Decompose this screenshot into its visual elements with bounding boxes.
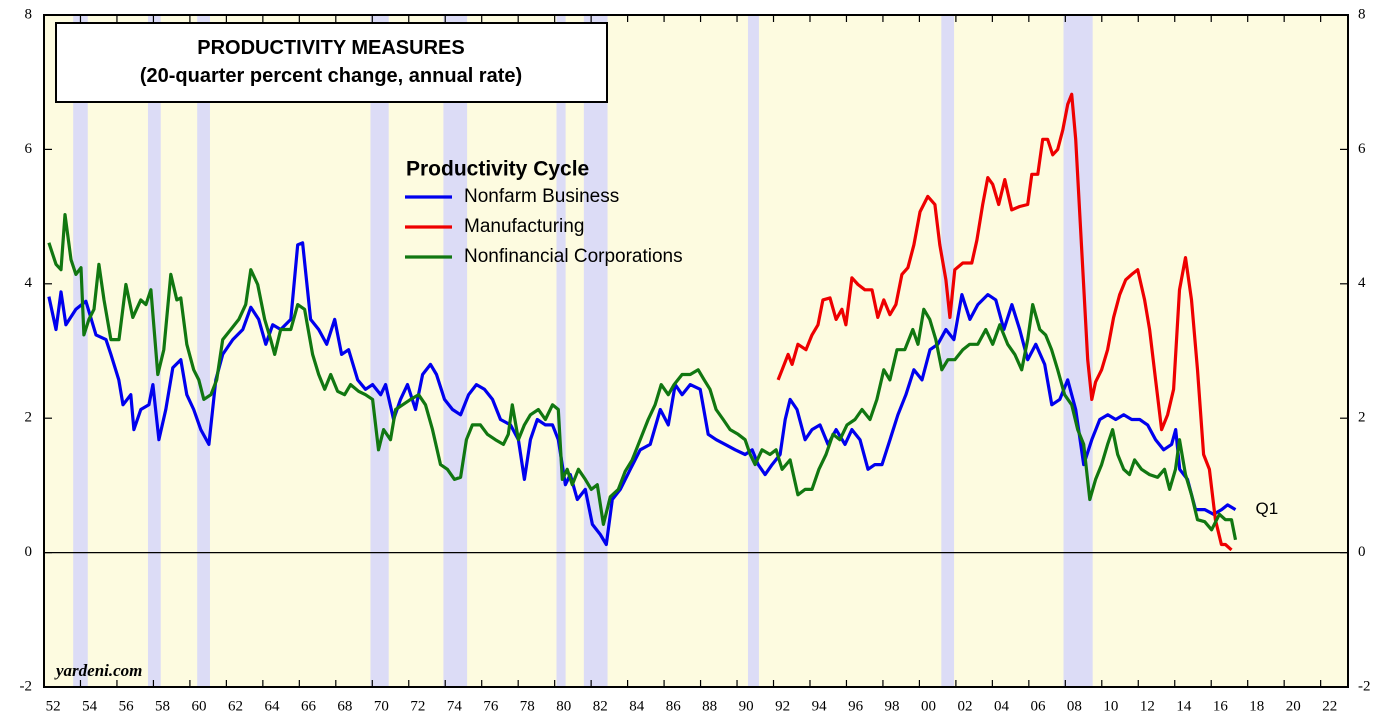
x-tick-label: 06 bbox=[1030, 698, 1046, 714]
x-tick-label: 02 bbox=[958, 698, 973, 714]
x-tick-label: 74 bbox=[447, 698, 463, 714]
chart-subtitle: (20-quarter percent change, annual rate) bbox=[140, 65, 522, 87]
x-tick-label: 66 bbox=[301, 698, 317, 714]
x-tick-label: 86 bbox=[666, 698, 682, 714]
x-tick-label: 58 bbox=[155, 698, 170, 714]
x-tick-label: 00 bbox=[921, 698, 936, 714]
y-tick-label: -2 bbox=[20, 678, 33, 694]
x-tick-label: 68 bbox=[337, 698, 352, 714]
recession-band bbox=[73, 15, 88, 687]
annotation: Q1 bbox=[1255, 499, 1278, 518]
y-tick-label: 6 bbox=[25, 141, 33, 157]
x-tick-label: 98 bbox=[885, 698, 900, 714]
legend: Nonfarm Business Manufacturing Nonfinancia… bbox=[405, 186, 683, 267]
x-tick-label: 20 bbox=[1286, 698, 1301, 714]
x-tick-label: 92 bbox=[775, 698, 790, 714]
x-tick-label: 56 bbox=[119, 698, 135, 714]
x-tick-label: 08 bbox=[1067, 698, 1082, 714]
plot-frame bbox=[43, 14, 1349, 688]
y2-tick-label: 8 bbox=[1358, 6, 1366, 22]
x-tick-label: 62 bbox=[228, 698, 243, 714]
x-tick-label: 80 bbox=[556, 698, 571, 714]
source: yardeni.com bbox=[54, 661, 142, 680]
recession-band bbox=[556, 15, 566, 687]
x-tick-label: 22 bbox=[1322, 698, 1337, 714]
x-tick-label: 76 bbox=[483, 698, 499, 714]
x-tick-label: 12 bbox=[1140, 698, 1155, 714]
x-tick-label: 60 bbox=[192, 698, 207, 714]
axes: 52 54 56 58 60 62 64 66 68 70 72 74 76 78 80 82 84 86 88 90… bbox=[20, 6, 1371, 714]
y2-tick-label: -2 bbox=[1358, 678, 1371, 694]
series-line bbox=[776, 92, 1233, 552]
y2-tick-label: 2 bbox=[1358, 410, 1366, 426]
x-tick-label: 18 bbox=[1249, 698, 1264, 714]
y-tick-label: 4 bbox=[25, 275, 33, 291]
legend-title: Productivity Cycle bbox=[406, 158, 589, 181]
recession-band bbox=[443, 15, 468, 687]
x-tick-label: 88 bbox=[702, 698, 717, 714]
series-lines bbox=[47, 92, 1238, 552]
x-tick-label: 90 bbox=[739, 698, 754, 714]
y-tick-label: 0 bbox=[25, 544, 33, 560]
x-tick-label: 04 bbox=[994, 698, 1010, 714]
series-line bbox=[47, 213, 1238, 541]
recession-band bbox=[941, 15, 955, 687]
x-tick-label: 64 bbox=[264, 698, 280, 714]
x-tick-label: 84 bbox=[629, 698, 645, 714]
x-tick-label: 94 bbox=[812, 698, 828, 714]
plot-area bbox=[44, 15, 1348, 687]
legend-label: Manufacturing bbox=[464, 216, 584, 237]
y-tick-label: 8 bbox=[25, 6, 33, 22]
recession-band bbox=[197, 15, 210, 687]
x-tick-label: 52 bbox=[46, 698, 61, 714]
chart-title: PRODUCTIVITY MEASURES bbox=[197, 37, 464, 59]
x-tick-label: 96 bbox=[848, 698, 864, 714]
x-tick-label: 14 bbox=[1176, 698, 1192, 714]
legend-label: Nonfinancial Corporations bbox=[464, 246, 683, 267]
x-tick-label: 54 bbox=[82, 698, 98, 714]
recession-band bbox=[370, 15, 389, 687]
series-line bbox=[47, 241, 1237, 547]
x-tick-label: 16 bbox=[1213, 698, 1229, 714]
x-tick-label: 72 bbox=[410, 698, 425, 714]
y2-tick-label: 4 bbox=[1358, 275, 1366, 291]
x-tick-label: 70 bbox=[374, 698, 389, 714]
x-tick-label: 82 bbox=[593, 698, 608, 714]
x-tick-label: 10 bbox=[1103, 698, 1118, 714]
x-tick-label: 78 bbox=[520, 698, 535, 714]
legend-label: Nonfarm Business bbox=[464, 186, 619, 207]
y-tick-label: 2 bbox=[25, 410, 33, 426]
recession-band bbox=[583, 15, 608, 687]
y2-tick-label: 6 bbox=[1358, 141, 1366, 157]
recession-band bbox=[747, 15, 759, 687]
y2-tick-label: 0 bbox=[1358, 544, 1366, 560]
plot-background bbox=[44, 15, 1348, 687]
title-box bbox=[55, 22, 608, 103]
